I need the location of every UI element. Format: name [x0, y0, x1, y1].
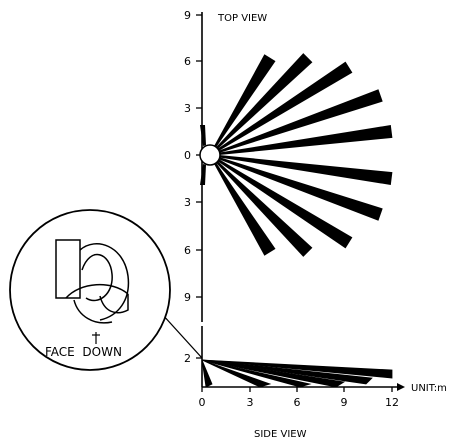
- tick-label-bottom-6: 6: [184, 244, 191, 257]
- detection-beam-5: [219, 125, 393, 155]
- x-tick-label-6: 6: [294, 396, 301, 409]
- x-tick-label-9: 9: [341, 396, 348, 409]
- x-tick-label-3: 3: [247, 396, 254, 409]
- top-view-ticks: [196, 14, 202, 298]
- x-tick-label-12: 12: [385, 396, 399, 409]
- side-view: 2 0 3 6 9 12 UNIT:m SIDE VIEW: [184, 326, 447, 440]
- sensor-sketch: [55, 239, 130, 324]
- detection-beam-1: [214, 54, 276, 148]
- detection-beam-3: [217, 61, 353, 151]
- tick-label-bottom-3: 3: [184, 196, 191, 209]
- unit-label: UNIT:m: [411, 383, 447, 394]
- detection-beam-8: [217, 159, 353, 249]
- detection-beam-7: [219, 157, 383, 221]
- tick-label-top-9: 9: [184, 9, 191, 22]
- side-view-beams: [201, 359, 393, 388]
- face-down-inset: FACE DOWN: [9, 209, 203, 371]
- inset-circle: [9, 209, 171, 371]
- inset-pointer-line: [161, 313, 203, 359]
- inset-caption: FACE DOWN: [45, 345, 122, 359]
- top-view: TOP VIEW 9 6 3 0 3 6 9: [184, 9, 393, 322]
- sensor-head: [199, 144, 221, 166]
- detection-beam-4: [219, 89, 383, 153]
- tick-label-top-3: 3: [184, 102, 191, 115]
- side-view-arrowhead: [397, 383, 405, 391]
- side-view-title: SIDE VIEW: [254, 429, 307, 440]
- tick-label-top-6: 6: [184, 55, 191, 68]
- side-view-x-ticks: [201, 387, 393, 392]
- tick-label-zero: 0: [184, 149, 191, 162]
- detection-beams: [214, 53, 393, 257]
- rear-zones: [200, 125, 206, 185]
- detection-beam-2: [216, 53, 313, 149]
- tick-label-bottom-9: 9: [184, 291, 191, 304]
- detection-beam-6: [219, 155, 393, 185]
- side-view-x-tick-labels: 0 3 6 9 12: [199, 396, 400, 409]
- detection-beam-9: [216, 161, 313, 257]
- top-view-title: TOP VIEW: [217, 13, 267, 24]
- detection-beam-10: [214, 162, 276, 256]
- x-tick-label-0: 0: [199, 396, 206, 409]
- top-view-tick-labels: 9 6 3 0 3 6 9: [184, 9, 191, 304]
- side-view-y-tick-label: 2: [184, 352, 191, 365]
